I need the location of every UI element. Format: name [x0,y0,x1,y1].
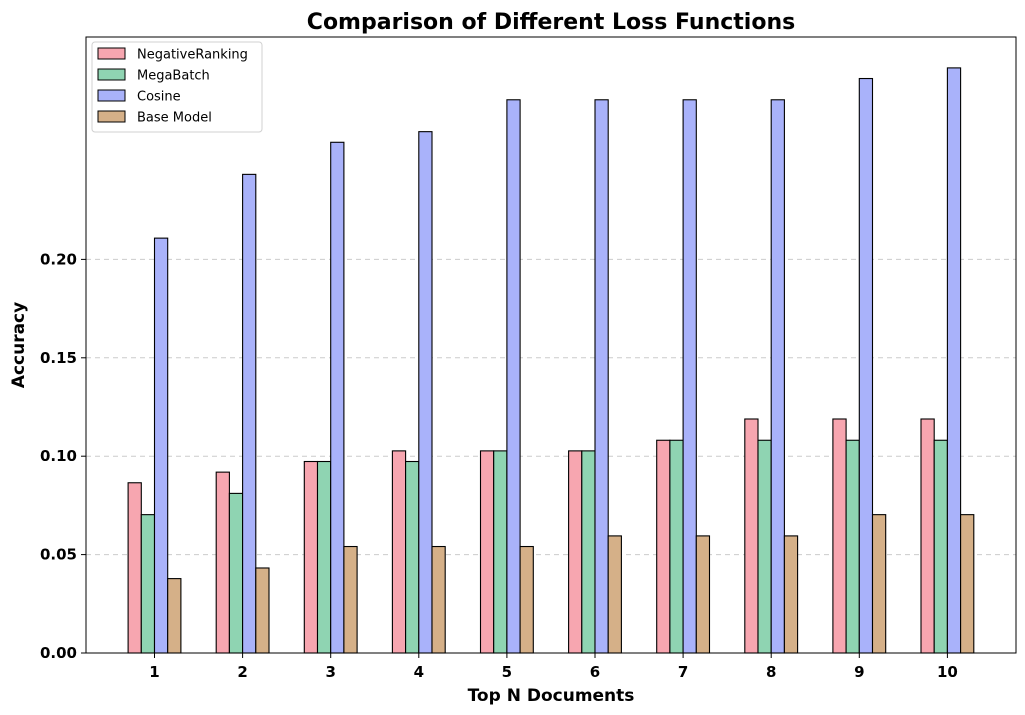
x-tick-label: 7 [678,663,688,681]
bar-megabatch-2 [228,492,244,654]
bar-negativeranking-4 [391,450,407,654]
legend-label: NegativeRanking [137,48,248,63]
bar-megabatch-7 [669,439,684,654]
x-tick-label: 10 [937,663,958,681]
bar-base-model-5 [519,545,534,654]
bar-negativeranking-8 [744,418,759,654]
bar-cosine-2 [242,173,257,654]
x-axis-label: Top N Documents [468,686,635,706]
bar-base-model-3 [343,545,358,654]
bar-cosine-1 [153,237,169,654]
bar-base-model-2 [255,567,270,654]
bar-megabatch-1 [140,514,156,654]
x-axis: 1 2 3 4 5 6 7 8 9 10 [149,653,958,681]
bar-base-model-4 [431,545,446,654]
bar-cosine-3 [330,141,345,654]
y-axis: 0.00 0.05 0.10 0.15 0.20 [40,250,86,662]
bar-negativeranking-1 [127,482,142,654]
bar-megabatch-5 [493,450,508,654]
x-tick-label: 6 [590,663,600,681]
bar-base-model-9 [871,514,887,654]
bar-megabatch-3 [316,460,332,654]
x-tick-label: 2 [237,663,247,681]
bar-cosine-5 [506,99,521,654]
legend-label: MegaBatch [137,69,210,84]
bar-megabatch-9 [845,439,860,654]
x-tick-label: 9 [854,663,864,681]
bar-negativeranking-9 [832,418,847,654]
bar-base-model-7 [695,535,711,654]
bars-layer [127,67,975,654]
bar-cosine-8 [770,99,785,654]
bar-cosine-10 [946,67,962,654]
bar-megabatch-8 [757,439,772,654]
x-tick-label: 3 [325,663,335,681]
bar-negativeranking-3 [303,460,319,654]
y-tick-label: 0.10 [40,447,77,465]
bar-negativeranking-6 [568,450,583,654]
legend-label: Base Model [137,111,212,126]
bar-cosine-6 [594,99,609,654]
bar-negativeranking-7 [656,439,671,654]
bar-megabatch-4 [405,460,420,654]
legend-swatch [97,68,126,81]
y-tick-label: 0.05 [40,546,77,564]
plot-frame [85,36,1017,654]
y-tick-label: 0.20 [40,250,77,268]
legend-swatch [97,47,126,60]
legend: NegativeRanking MegaBatch Cosine Base Model [91,41,263,133]
bar-negativeranking-5 [479,450,495,654]
bar-cosine-9 [858,77,874,654]
bar-base-model-8 [783,535,799,654]
bar-base-model-1 [167,578,182,654]
legend-swatch [97,110,126,123]
x-tick-label: 5 [502,663,512,681]
bar-base-model-6 [607,535,622,654]
bar-megabatch-6 [581,450,596,654]
bar-negativeranking-2 [215,471,230,654]
bar-cosine-4 [418,131,433,654]
x-tick-label: 8 [766,663,776,681]
y-tick-label: 0.15 [40,349,77,367]
y-tick-label: 0.00 [40,644,77,662]
legend-swatch [97,89,126,102]
legend-box [91,41,263,133]
bar-base-model-10 [960,514,975,654]
chart-title: Comparison of Different Loss Functions [307,10,795,35]
x-tick-label: 4 [414,663,424,681]
bar-cosine-7 [682,99,697,654]
y-axis-label: Accuracy [9,302,29,388]
bar-megabatch-10 [933,439,948,654]
bar-negativeranking-10 [920,418,935,654]
legend-label: Cosine [137,90,181,105]
x-tick-label: 1 [149,663,159,681]
legend-items: NegativeRanking MegaBatch Cosine Base Model [97,47,248,126]
